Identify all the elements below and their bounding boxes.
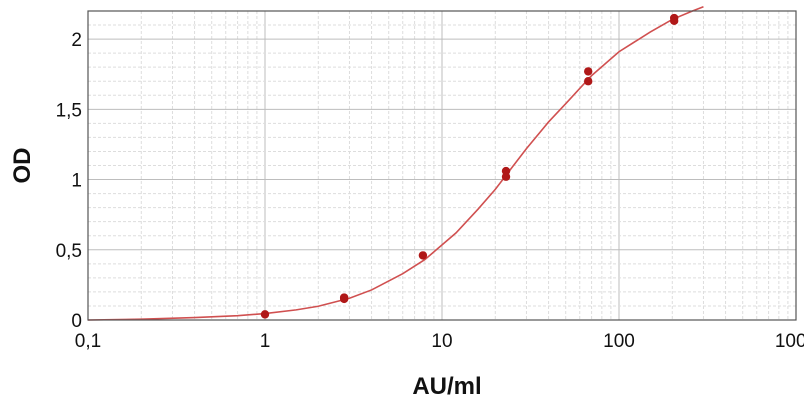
fitted-curve <box>87 6 704 321</box>
data-point <box>339 293 349 302</box>
y-tick-label: 1 <box>71 171 82 192</box>
fitted-curve-line <box>87 6 704 321</box>
y-tick-labels: 0 0,5 1 1,5 2 <box>56 30 82 332</box>
data-point <box>669 13 679 23</box>
data-point <box>584 67 593 76</box>
plot-frame <box>87 10 797 321</box>
data-point <box>418 251 428 260</box>
x-tick-label: 0,1 <box>75 331 101 352</box>
data-points <box>260 13 679 319</box>
y-tick-label: 0,5 <box>56 241 82 262</box>
x-axis-title: AU/ml <box>412 373 481 400</box>
grid-lines <box>88 11 796 320</box>
x-tick-label: 10 <box>431 331 452 352</box>
y-tick-label: 0 <box>71 311 82 332</box>
data-point <box>260 310 270 319</box>
y-tick-label: 2 <box>71 30 82 51</box>
data-point <box>501 166 511 176</box>
x-tick-label: 100 <box>603 331 635 352</box>
y-tick-label: 1,5 <box>56 100 82 121</box>
data-point <box>584 77 593 86</box>
x-tick-label: 1 <box>260 331 271 352</box>
y-axis-title: OD <box>9 148 36 184</box>
